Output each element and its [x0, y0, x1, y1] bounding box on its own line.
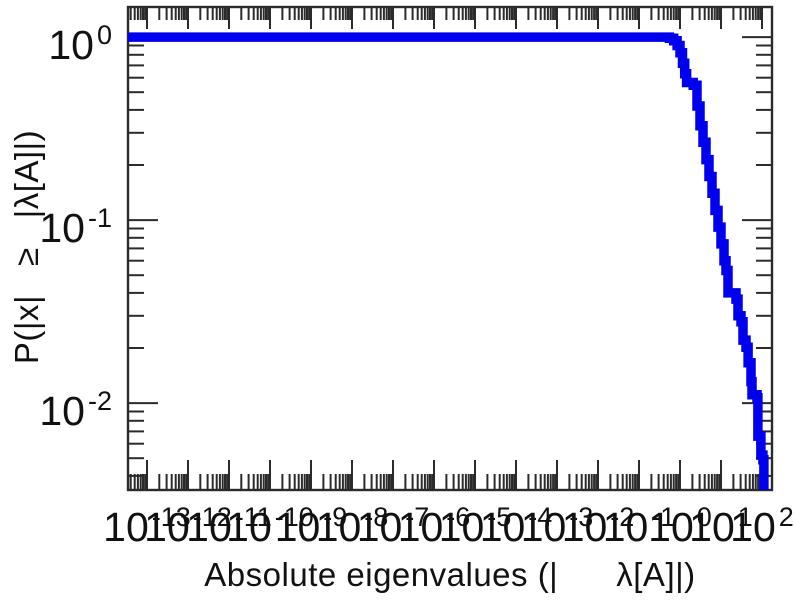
x-tick-label: 10 -13 — [103, 502, 191, 550]
x-tick-label: 10 2 — [730, 502, 794, 550]
y-tick-label: 10 0 — [48, 20, 112, 68]
x-axis-title: Absolute eigenvalues (| λ[A]|) — [204, 556, 696, 593]
x-tick-label: 10 -7 — [357, 502, 430, 550]
x-tick-label: 10 -3 — [521, 502, 594, 550]
plot-frame — [126, 5, 774, 492]
ccdf-curve — [128, 32, 769, 490]
y-axis-title: P(|x| ≥ |λ[A]|) — [8, 129, 45, 365]
y-tick-label: 10 -1 — [39, 203, 112, 251]
y-tick-label: 10 -2 — [39, 386, 112, 434]
x-tick-label: 10 -9 — [275, 502, 348, 550]
